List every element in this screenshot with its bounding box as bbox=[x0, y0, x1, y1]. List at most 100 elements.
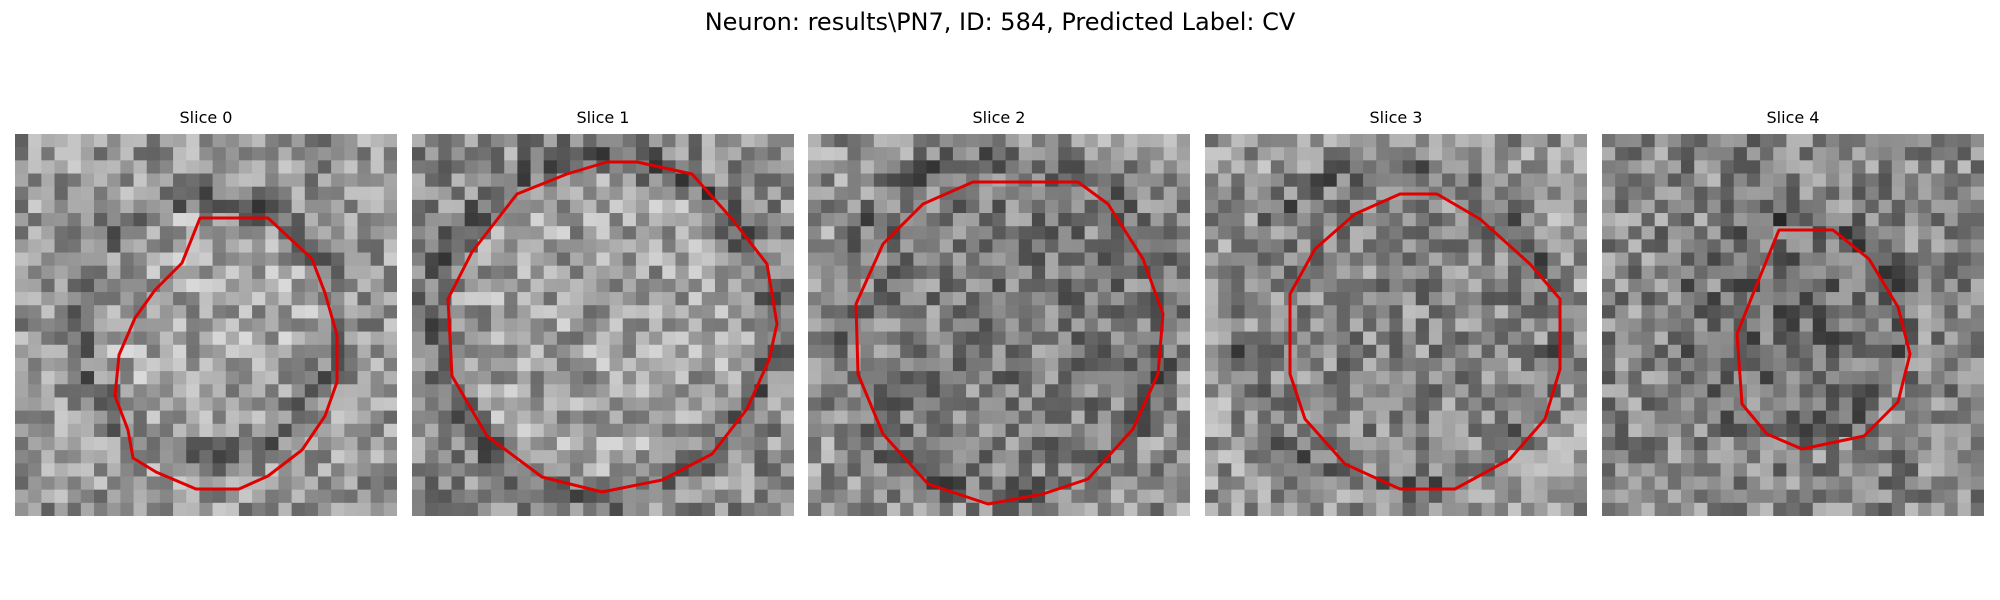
pixel bbox=[1058, 292, 1073, 306]
pixel bbox=[1323, 292, 1338, 306]
pixel bbox=[1654, 436, 1669, 451]
pixel bbox=[780, 252, 794, 267]
pixel bbox=[1707, 384, 1722, 399]
pixel bbox=[186, 278, 201, 293]
pixel bbox=[425, 463, 439, 478]
pixel bbox=[383, 450, 397, 464]
pixel bbox=[675, 423, 690, 438]
pixel bbox=[1694, 305, 1708, 320]
pixel bbox=[834, 173, 849, 188]
pixel bbox=[662, 278, 677, 293]
pixel bbox=[173, 357, 187, 372]
pixel bbox=[186, 423, 201, 438]
pixel bbox=[1891, 436, 1906, 451]
pixel bbox=[517, 502, 532, 516]
pixel bbox=[1507, 463, 1522, 478]
pixel bbox=[504, 147, 518, 161]
pixel bbox=[1641, 252, 1656, 267]
pixel bbox=[1654, 476, 1669, 491]
pixel bbox=[1534, 305, 1549, 320]
pixel bbox=[1031, 397, 1046, 412]
pixel bbox=[767, 186, 782, 201]
pixel bbox=[425, 160, 439, 175]
pixel bbox=[1944, 331, 1959, 346]
pixel bbox=[1970, 134, 1984, 148]
pixel bbox=[370, 173, 385, 188]
pixel bbox=[834, 186, 849, 201]
pixel bbox=[120, 344, 135, 359]
pixel bbox=[464, 450, 479, 464]
pixel bbox=[649, 318, 663, 333]
pixel bbox=[570, 397, 584, 412]
pixel bbox=[1681, 305, 1695, 320]
pixel bbox=[1760, 502, 1774, 516]
pixel bbox=[1205, 173, 1219, 188]
pixel bbox=[556, 160, 571, 175]
pixel bbox=[133, 226, 148, 240]
pixel bbox=[412, 160, 426, 175]
pixel bbox=[952, 173, 967, 188]
pixel bbox=[464, 502, 479, 516]
pixel bbox=[1667, 226, 1682, 240]
pixel bbox=[1681, 463, 1695, 478]
pixel bbox=[1376, 278, 1391, 293]
pixel bbox=[477, 384, 492, 399]
pixel bbox=[1891, 199, 1906, 214]
pixel bbox=[370, 502, 385, 516]
pixel bbox=[1349, 489, 1364, 504]
pixel bbox=[675, 450, 690, 464]
pixel bbox=[1786, 186, 1801, 201]
pixel bbox=[331, 292, 345, 306]
pixel bbox=[556, 134, 571, 148]
pixel bbox=[1231, 397, 1246, 412]
pixel bbox=[1257, 239, 1272, 254]
pixel bbox=[714, 423, 729, 438]
pixel bbox=[1667, 410, 1682, 425]
slice-panel-0: Slice 0 bbox=[15, 108, 397, 522]
pixel bbox=[1163, 252, 1178, 267]
pixel bbox=[41, 147, 56, 161]
pixel bbox=[583, 489, 598, 504]
pixel bbox=[146, 239, 161, 254]
pixel bbox=[1970, 450, 1984, 464]
pixel bbox=[1733, 278, 1748, 293]
pixel bbox=[357, 463, 372, 478]
pixel bbox=[1944, 397, 1959, 412]
pixel bbox=[133, 357, 148, 372]
pixel bbox=[1415, 357, 1430, 372]
pixel bbox=[28, 239, 42, 254]
pixel bbox=[451, 226, 466, 240]
pixel bbox=[1931, 502, 1946, 516]
pixel bbox=[767, 463, 782, 478]
pixel bbox=[252, 502, 266, 516]
pixel bbox=[926, 305, 941, 320]
pixel bbox=[357, 489, 372, 504]
pixel bbox=[780, 239, 794, 254]
pixel bbox=[1573, 410, 1587, 425]
pixel bbox=[1376, 423, 1391, 438]
pixel bbox=[1970, 160, 1984, 175]
pixel bbox=[278, 292, 293, 306]
pixel bbox=[1957, 305, 1972, 320]
pixel bbox=[1455, 423, 1470, 438]
pixel bbox=[1045, 384, 1059, 399]
pixel bbox=[1904, 213, 1919, 227]
pixel bbox=[714, 450, 729, 464]
pixel bbox=[887, 357, 901, 372]
pixel bbox=[1694, 199, 1708, 214]
pixel bbox=[1786, 397, 1801, 412]
pixel bbox=[1957, 278, 1972, 293]
pixel bbox=[1270, 344, 1285, 359]
pixel bbox=[1799, 292, 1814, 306]
pixel bbox=[317, 265, 332, 280]
pixel bbox=[1163, 160, 1178, 175]
pixel bbox=[517, 147, 532, 161]
pixel bbox=[622, 160, 637, 175]
pixel bbox=[1547, 265, 1562, 280]
pixel bbox=[412, 318, 426, 333]
pixel bbox=[1746, 239, 1761, 254]
pixel bbox=[808, 371, 822, 385]
pixel bbox=[662, 423, 677, 438]
pixel bbox=[517, 371, 532, 385]
pixel bbox=[1124, 450, 1138, 464]
